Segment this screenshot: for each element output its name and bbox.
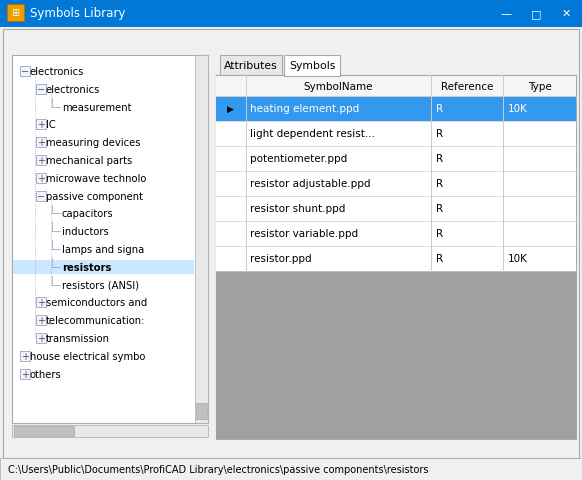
Text: measurement: measurement [62, 102, 132, 112]
Text: ⊞: ⊞ [12, 9, 20, 18]
Text: lamps and signa: lamps and signa [62, 244, 144, 254]
Bar [216, 222, 576, 247]
Bar [216, 271, 576, 439]
Bar [36, 173, 46, 183]
Text: others: others [30, 369, 62, 379]
Text: R: R [436, 179, 443, 189]
Text: electronics: electronics [30, 67, 84, 77]
Bar [20, 369, 30, 379]
Bar [13, 260, 194, 274]
Text: potentiometer.ppd: potentiometer.ppd [250, 154, 347, 164]
Text: heating element.ppd: heating element.ppd [250, 104, 359, 114]
Text: R: R [436, 229, 443, 239]
Text: Symbols: Symbols [289, 61, 335, 71]
Bar [216, 97, 576, 122]
Bar [14, 426, 74, 436]
Text: +: + [37, 156, 45, 166]
Text: Attributes: Attributes [224, 61, 278, 71]
Text: C:\Users\Public\Documents\ProfiCAD Library\electronics\passive components\resist: C:\Users\Public\Documents\ProfiCAD Libra… [8, 464, 428, 474]
Text: R: R [436, 154, 443, 164]
Text: +: + [21, 351, 29, 361]
Text: resistor variable.ppd: resistor variable.ppd [250, 229, 358, 239]
Text: microwave technolo: microwave technolo [46, 173, 147, 183]
Bar [216, 197, 576, 222]
Bar [36, 138, 46, 148]
Bar [36, 298, 46, 308]
Bar [195, 56, 208, 423]
Bar [0, 0, 582, 28]
Text: resistors: resistors [62, 262, 111, 272]
Text: measuring devices: measuring devices [46, 138, 140, 148]
Text: SymbolName: SymbolName [304, 81, 373, 91]
Bar [36, 84, 46, 95]
Text: resistor.ppd: resistor.ppd [250, 254, 311, 264]
Text: +: + [37, 298, 45, 308]
Text: R: R [436, 129, 443, 139]
Text: telecommunication:: telecommunication: [46, 315, 146, 325]
Text: −: − [21, 67, 29, 77]
Bar [20, 67, 30, 77]
Bar [36, 333, 46, 343]
Text: mechanical parts: mechanical parts [46, 156, 132, 166]
Bar [196, 403, 207, 419]
Text: 10K: 10K [508, 104, 528, 114]
Text: R: R [436, 104, 443, 114]
Bar [216, 122, 576, 147]
Bar [220, 56, 282, 76]
Text: —: — [501, 9, 512, 19]
Text: house electrical symbo: house electrical symbo [30, 351, 146, 361]
Bar [216, 247, 576, 271]
Bar [12, 56, 208, 423]
Text: resistors (ANSI): resistors (ANSI) [62, 280, 139, 290]
Text: capacitors: capacitors [62, 209, 113, 219]
Text: +: + [37, 333, 45, 343]
Text: +: + [21, 369, 29, 379]
Text: resistor shunt.ppd: resistor shunt.ppd [250, 204, 345, 214]
Text: Type: Type [528, 81, 551, 91]
Text: inductors: inductors [62, 227, 109, 237]
Text: resistor adjustable.ppd: resistor adjustable.ppd [250, 179, 371, 189]
Text: Symbols Library: Symbols Library [30, 8, 125, 21]
Text: +: + [37, 120, 45, 130]
Bar [216, 172, 576, 197]
Bar [36, 191, 46, 201]
Bar [20, 351, 30, 361]
Bar [36, 120, 46, 130]
Text: 10K: 10K [508, 254, 528, 264]
Bar [284, 56, 340, 77]
Bar [216, 76, 576, 97]
Bar [0, 458, 582, 480]
Bar [216, 76, 576, 439]
Text: +: + [37, 315, 45, 325]
Text: −: − [37, 191, 45, 201]
Text: R: R [436, 254, 443, 264]
Text: −: − [37, 84, 45, 95]
Bar [216, 147, 576, 172]
Text: semiconductors and: semiconductors and [46, 298, 147, 308]
Text: +: + [37, 138, 45, 148]
Text: IC: IC [46, 120, 56, 130]
Text: ▶: ▶ [226, 105, 233, 114]
Text: electronics: electronics [46, 84, 100, 95]
Bar [12, 425, 208, 437]
Text: transmission: transmission [46, 333, 110, 343]
Bar [36, 315, 46, 325]
Text: light dependent resist...: light dependent resist... [250, 129, 375, 139]
Text: □: □ [531, 9, 541, 19]
Bar [7, 5, 24, 22]
Text: Reference: Reference [441, 81, 493, 91]
Text: ✕: ✕ [561, 9, 571, 19]
Text: +: + [37, 173, 45, 183]
Bar [36, 156, 46, 166]
Text: R: R [436, 204, 443, 214]
Text: passive component: passive component [46, 191, 143, 201]
